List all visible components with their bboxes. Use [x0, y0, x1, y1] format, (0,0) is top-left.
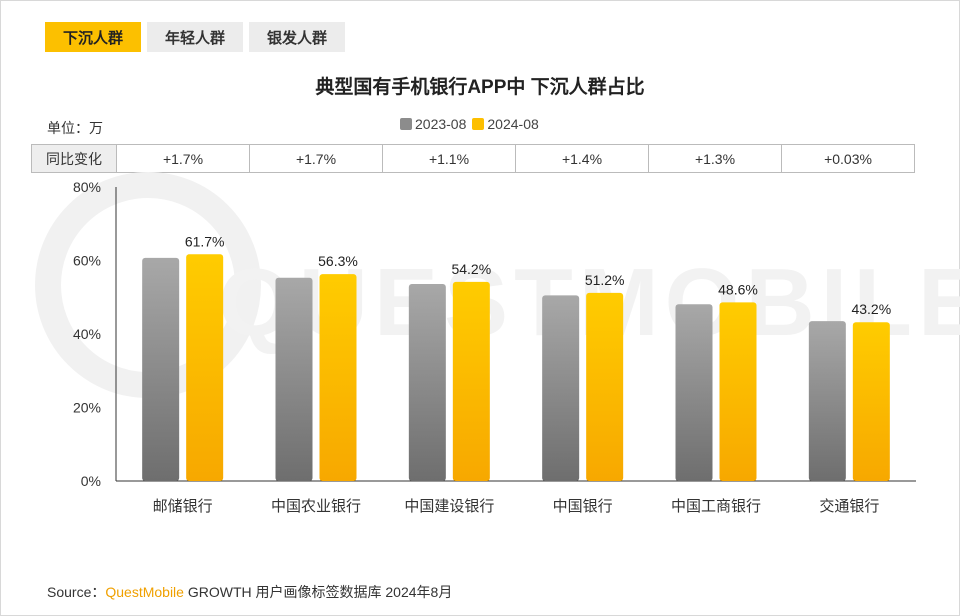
tab-young[interactable]: 年轻人群	[147, 22, 244, 52]
x-tick-label: 中国农业银行	[271, 498, 361, 515]
y-tick-label: 40%	[73, 326, 101, 342]
yoy-cell: +0.03%	[824, 150, 872, 167]
x-tick-label: 中国银行	[553, 498, 613, 515]
legend-label-2024: 2024-08	[487, 116, 539, 132]
y-tick-label: 80%	[73, 179, 101, 195]
legend-item-2024: 2024-08	[472, 116, 539, 132]
yoy-cell: +1.7%	[250, 145, 383, 172]
data-label: 43.2%	[851, 301, 891, 317]
yoy-table: 同比变化 +1.7% +1.7% +1.1% +1.4% +1.3% +0.03…	[31, 144, 915, 173]
bar-2024	[586, 292, 624, 481]
bar-2023	[275, 277, 313, 481]
bar-2023	[542, 295, 580, 481]
y-tick-label: 60%	[73, 253, 101, 269]
bar-2023	[408, 284, 446, 481]
chart-title: 典型国有手机银行APP中 下沉人群占比	[315, 77, 645, 98]
x-tick-label: 中国工商银行	[671, 498, 761, 515]
x-tick-label: 邮储银行	[153, 498, 213, 515]
legend-swatch-2024	[472, 118, 485, 130]
y-tick-label: 0%	[81, 473, 101, 489]
data-label: 51.2%	[585, 272, 625, 288]
x-tick-label: 交通银行	[819, 497, 879, 515]
bar-2024	[719, 302, 757, 481]
tab-bar: 下沉人群 年轻人群 银发人群	[45, 22, 346, 52]
source-footer: Source：QuestMobile GROWTH 用户画像标签数据库 2024…	[47, 582, 452, 602]
yoy-header: 同比变化	[32, 145, 117, 172]
x-tick-label: 中国建设银行	[404, 498, 494, 515]
legend-label-2023: 2023-08	[415, 116, 467, 132]
bar-2024	[186, 254, 224, 481]
yoy-cell: +1.3%	[649, 145, 782, 172]
tab-silver[interactable]: 银发人群	[249, 22, 346, 52]
legend-item-2023: 2023-08	[400, 116, 466, 132]
legend-swatch-2023	[400, 118, 412, 130]
legend: 2023-08 2024-08	[400, 116, 545, 132]
tab-lower-tier[interactable]: 下沉人群	[45, 22, 142, 52]
data-label: 56.3%	[318, 253, 358, 269]
source-prefix: Source：	[47, 584, 106, 600]
unit-label: 单位：万	[47, 120, 103, 136]
yoy-cell: +1.1%	[383, 145, 516, 172]
bar-2023	[675, 304, 713, 481]
data-label: 48.6%	[718, 281, 758, 297]
bar-2023	[142, 257, 180, 481]
data-label: 54.2%	[451, 261, 491, 277]
source-brand: QuestMobile	[105, 584, 184, 600]
bar-2023	[808, 321, 846, 481]
bar-2024	[452, 281, 490, 481]
data-label: 61.7%	[185, 233, 225, 249]
y-tick-label: 20%	[73, 400, 101, 416]
yoy-cell: +1.4%	[516, 145, 649, 172]
source-rest: GROWTH 用户画像标签数据库 2024年8月	[183, 584, 453, 600]
bar-2024	[852, 322, 890, 481]
yoy-cell: +1.7%	[117, 145, 250, 172]
bar-2024	[319, 274, 357, 481]
